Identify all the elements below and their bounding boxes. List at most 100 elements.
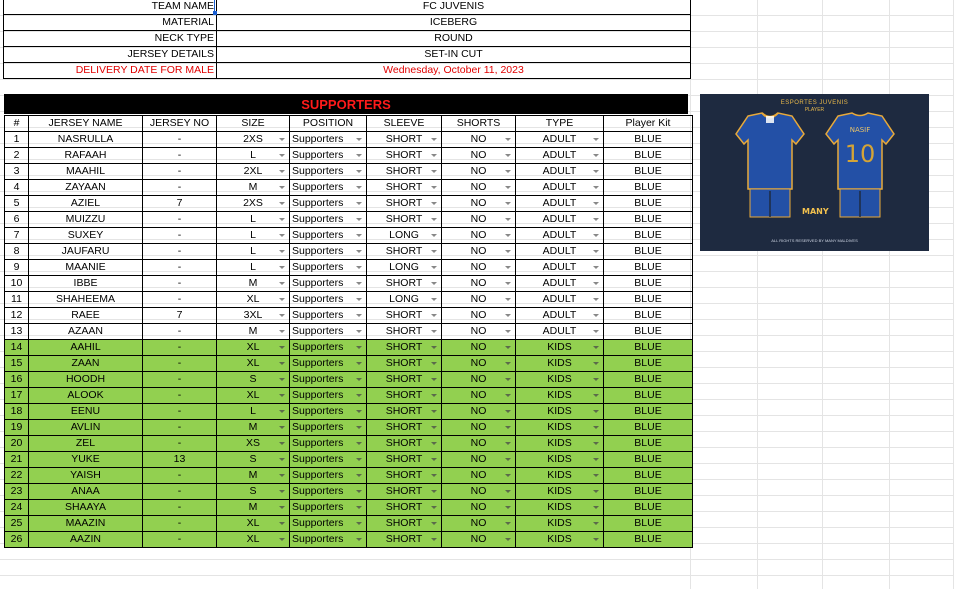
dropdown-cell[interactable]: Supporters bbox=[289, 387, 367, 404]
dropdown-cell[interactable]: S bbox=[216, 371, 290, 388]
dropdown-cell[interactable]: KIDS bbox=[515, 483, 604, 500]
column-header[interactable]: SHORTS bbox=[441, 115, 516, 132]
table-cell[interactable]: BLUE bbox=[603, 419, 693, 436]
dropdown-cell[interactable]: SHORT bbox=[366, 195, 442, 212]
dropdown-cell[interactable]: M bbox=[216, 323, 290, 340]
dropdown-cell[interactable]: XS bbox=[216, 435, 290, 452]
dropdown-cell[interactable]: XL bbox=[216, 339, 290, 356]
table-cell[interactable]: AAZIN bbox=[28, 531, 143, 548]
table-cell[interactable]: BLUE bbox=[603, 483, 693, 500]
table-cell[interactable]: BLUE bbox=[603, 515, 693, 532]
table-cell[interactable]: - bbox=[142, 243, 217, 260]
table-cell[interactable]: AZAAN bbox=[28, 323, 143, 340]
table-cell[interactable]: - bbox=[142, 147, 217, 164]
table-cell[interactable]: BLUE bbox=[603, 307, 693, 324]
table-cell[interactable]: BLUE bbox=[603, 323, 693, 340]
info-label[interactable]: JERSEY DETAILS bbox=[3, 46, 217, 63]
dropdown-cell[interactable]: Supporters bbox=[289, 227, 367, 244]
dropdown-cell[interactable]: SHORT bbox=[366, 515, 442, 532]
table-cell[interactable]: BLUE bbox=[603, 195, 693, 212]
table-cell[interactable]: 17 bbox=[4, 387, 29, 404]
table-cell[interactable]: BLUE bbox=[603, 435, 693, 452]
table-cell[interactable]: 19 bbox=[4, 419, 29, 436]
dropdown-cell[interactable]: L bbox=[216, 147, 290, 164]
info-value[interactable]: FC JUVENIS bbox=[216, 0, 691, 15]
table-cell[interactable]: AZIEL bbox=[28, 195, 143, 212]
table-cell[interactable]: 8 bbox=[4, 243, 29, 260]
cell-fill-handle[interactable] bbox=[213, 11, 217, 15]
table-cell[interactable]: 7 bbox=[142, 195, 217, 212]
dropdown-cell[interactable]: L bbox=[216, 243, 290, 260]
table-cell[interactable]: BLUE bbox=[603, 291, 693, 308]
dropdown-cell[interactable]: SHORT bbox=[366, 275, 442, 292]
table-cell[interactable]: 13 bbox=[142, 451, 217, 468]
dropdown-cell[interactable]: SHORT bbox=[366, 179, 442, 196]
dropdown-cell[interactable]: SHORT bbox=[366, 531, 442, 548]
table-cell[interactable]: YUKE bbox=[28, 451, 143, 468]
column-header[interactable]: TYPE bbox=[515, 115, 604, 132]
dropdown-cell[interactable]: SHORT bbox=[366, 211, 442, 228]
dropdown-cell[interactable]: SHORT bbox=[366, 483, 442, 500]
dropdown-cell[interactable]: NO bbox=[441, 403, 516, 420]
dropdown-cell[interactable]: NO bbox=[441, 211, 516, 228]
dropdown-cell[interactable]: SHORT bbox=[366, 419, 442, 436]
dropdown-cell[interactable]: NO bbox=[441, 163, 516, 180]
dropdown-cell[interactable]: ADULT bbox=[515, 195, 604, 212]
table-cell[interactable]: BLUE bbox=[603, 227, 693, 244]
table-cell[interactable]: 25 bbox=[4, 515, 29, 532]
table-cell[interactable]: 4 bbox=[4, 179, 29, 196]
table-cell[interactable]: MAAZIN bbox=[28, 515, 143, 532]
dropdown-cell[interactable]: 2XS bbox=[216, 195, 290, 212]
table-cell[interactable]: 21 bbox=[4, 451, 29, 468]
dropdown-cell[interactable]: ADULT bbox=[515, 131, 604, 148]
dropdown-cell[interactable]: NO bbox=[441, 499, 516, 516]
dropdown-cell[interactable]: KIDS bbox=[515, 371, 604, 388]
dropdown-cell[interactable]: Supporters bbox=[289, 531, 367, 548]
table-cell[interactable]: - bbox=[142, 163, 217, 180]
table-cell[interactable]: BLUE bbox=[603, 403, 693, 420]
dropdown-cell[interactable]: ADULT bbox=[515, 323, 604, 340]
dropdown-cell[interactable]: KIDS bbox=[515, 499, 604, 516]
table-cell[interactable]: - bbox=[142, 291, 217, 308]
dropdown-cell[interactable]: XL bbox=[216, 515, 290, 532]
table-cell[interactable]: SHAHEEMA bbox=[28, 291, 143, 308]
dropdown-cell[interactable]: NO bbox=[441, 179, 516, 196]
table-cell[interactable]: - bbox=[142, 371, 217, 388]
dropdown-cell[interactable]: 2XL bbox=[216, 163, 290, 180]
dropdown-cell[interactable]: KIDS bbox=[515, 355, 604, 372]
dropdown-cell[interactable]: ADULT bbox=[515, 291, 604, 308]
table-cell[interactable]: - bbox=[142, 131, 217, 148]
dropdown-cell[interactable]: NO bbox=[441, 531, 516, 548]
dropdown-cell[interactable]: LONG bbox=[366, 259, 442, 276]
column-header[interactable]: POSITION bbox=[289, 115, 367, 132]
table-cell[interactable]: - bbox=[142, 403, 217, 420]
table-cell[interactable]: - bbox=[142, 515, 217, 532]
info-label[interactable]: MATERIAL bbox=[3, 14, 217, 31]
dropdown-cell[interactable]: Supporters bbox=[289, 371, 367, 388]
dropdown-cell[interactable]: KIDS bbox=[515, 435, 604, 452]
table-cell[interactable]: BLUE bbox=[603, 211, 693, 228]
dropdown-cell[interactable]: XL bbox=[216, 291, 290, 308]
dropdown-cell[interactable]: SHORT bbox=[366, 355, 442, 372]
dropdown-cell[interactable]: NO bbox=[441, 243, 516, 260]
table-cell[interactable]: 15 bbox=[4, 355, 29, 372]
table-cell[interactable]: ZAAN bbox=[28, 355, 143, 372]
table-cell[interactable]: RAFAAH bbox=[28, 147, 143, 164]
dropdown-cell[interactable]: ADULT bbox=[515, 211, 604, 228]
table-cell[interactable]: - bbox=[142, 355, 217, 372]
table-cell[interactable]: 14 bbox=[4, 339, 29, 356]
dropdown-cell[interactable]: KIDS bbox=[515, 403, 604, 420]
table-cell[interactable]: BLUE bbox=[603, 467, 693, 484]
dropdown-cell[interactable]: NO bbox=[441, 131, 516, 148]
table-cell[interactable]: 10 bbox=[4, 275, 29, 292]
table-cell[interactable]: - bbox=[142, 275, 217, 292]
dropdown-cell[interactable]: KIDS bbox=[515, 339, 604, 356]
info-label[interactable]: DELIVERY DATE FOR MALE bbox=[3, 62, 217, 79]
table-cell[interactable]: - bbox=[142, 339, 217, 356]
table-cell[interactable]: AVLIN bbox=[28, 419, 143, 436]
dropdown-cell[interactable]: Supporters bbox=[289, 307, 367, 324]
dropdown-cell[interactable]: NO bbox=[441, 419, 516, 436]
dropdown-cell[interactable]: NO bbox=[441, 259, 516, 276]
dropdown-cell[interactable]: SHORT bbox=[366, 243, 442, 260]
dropdown-cell[interactable]: 3XL bbox=[216, 307, 290, 324]
